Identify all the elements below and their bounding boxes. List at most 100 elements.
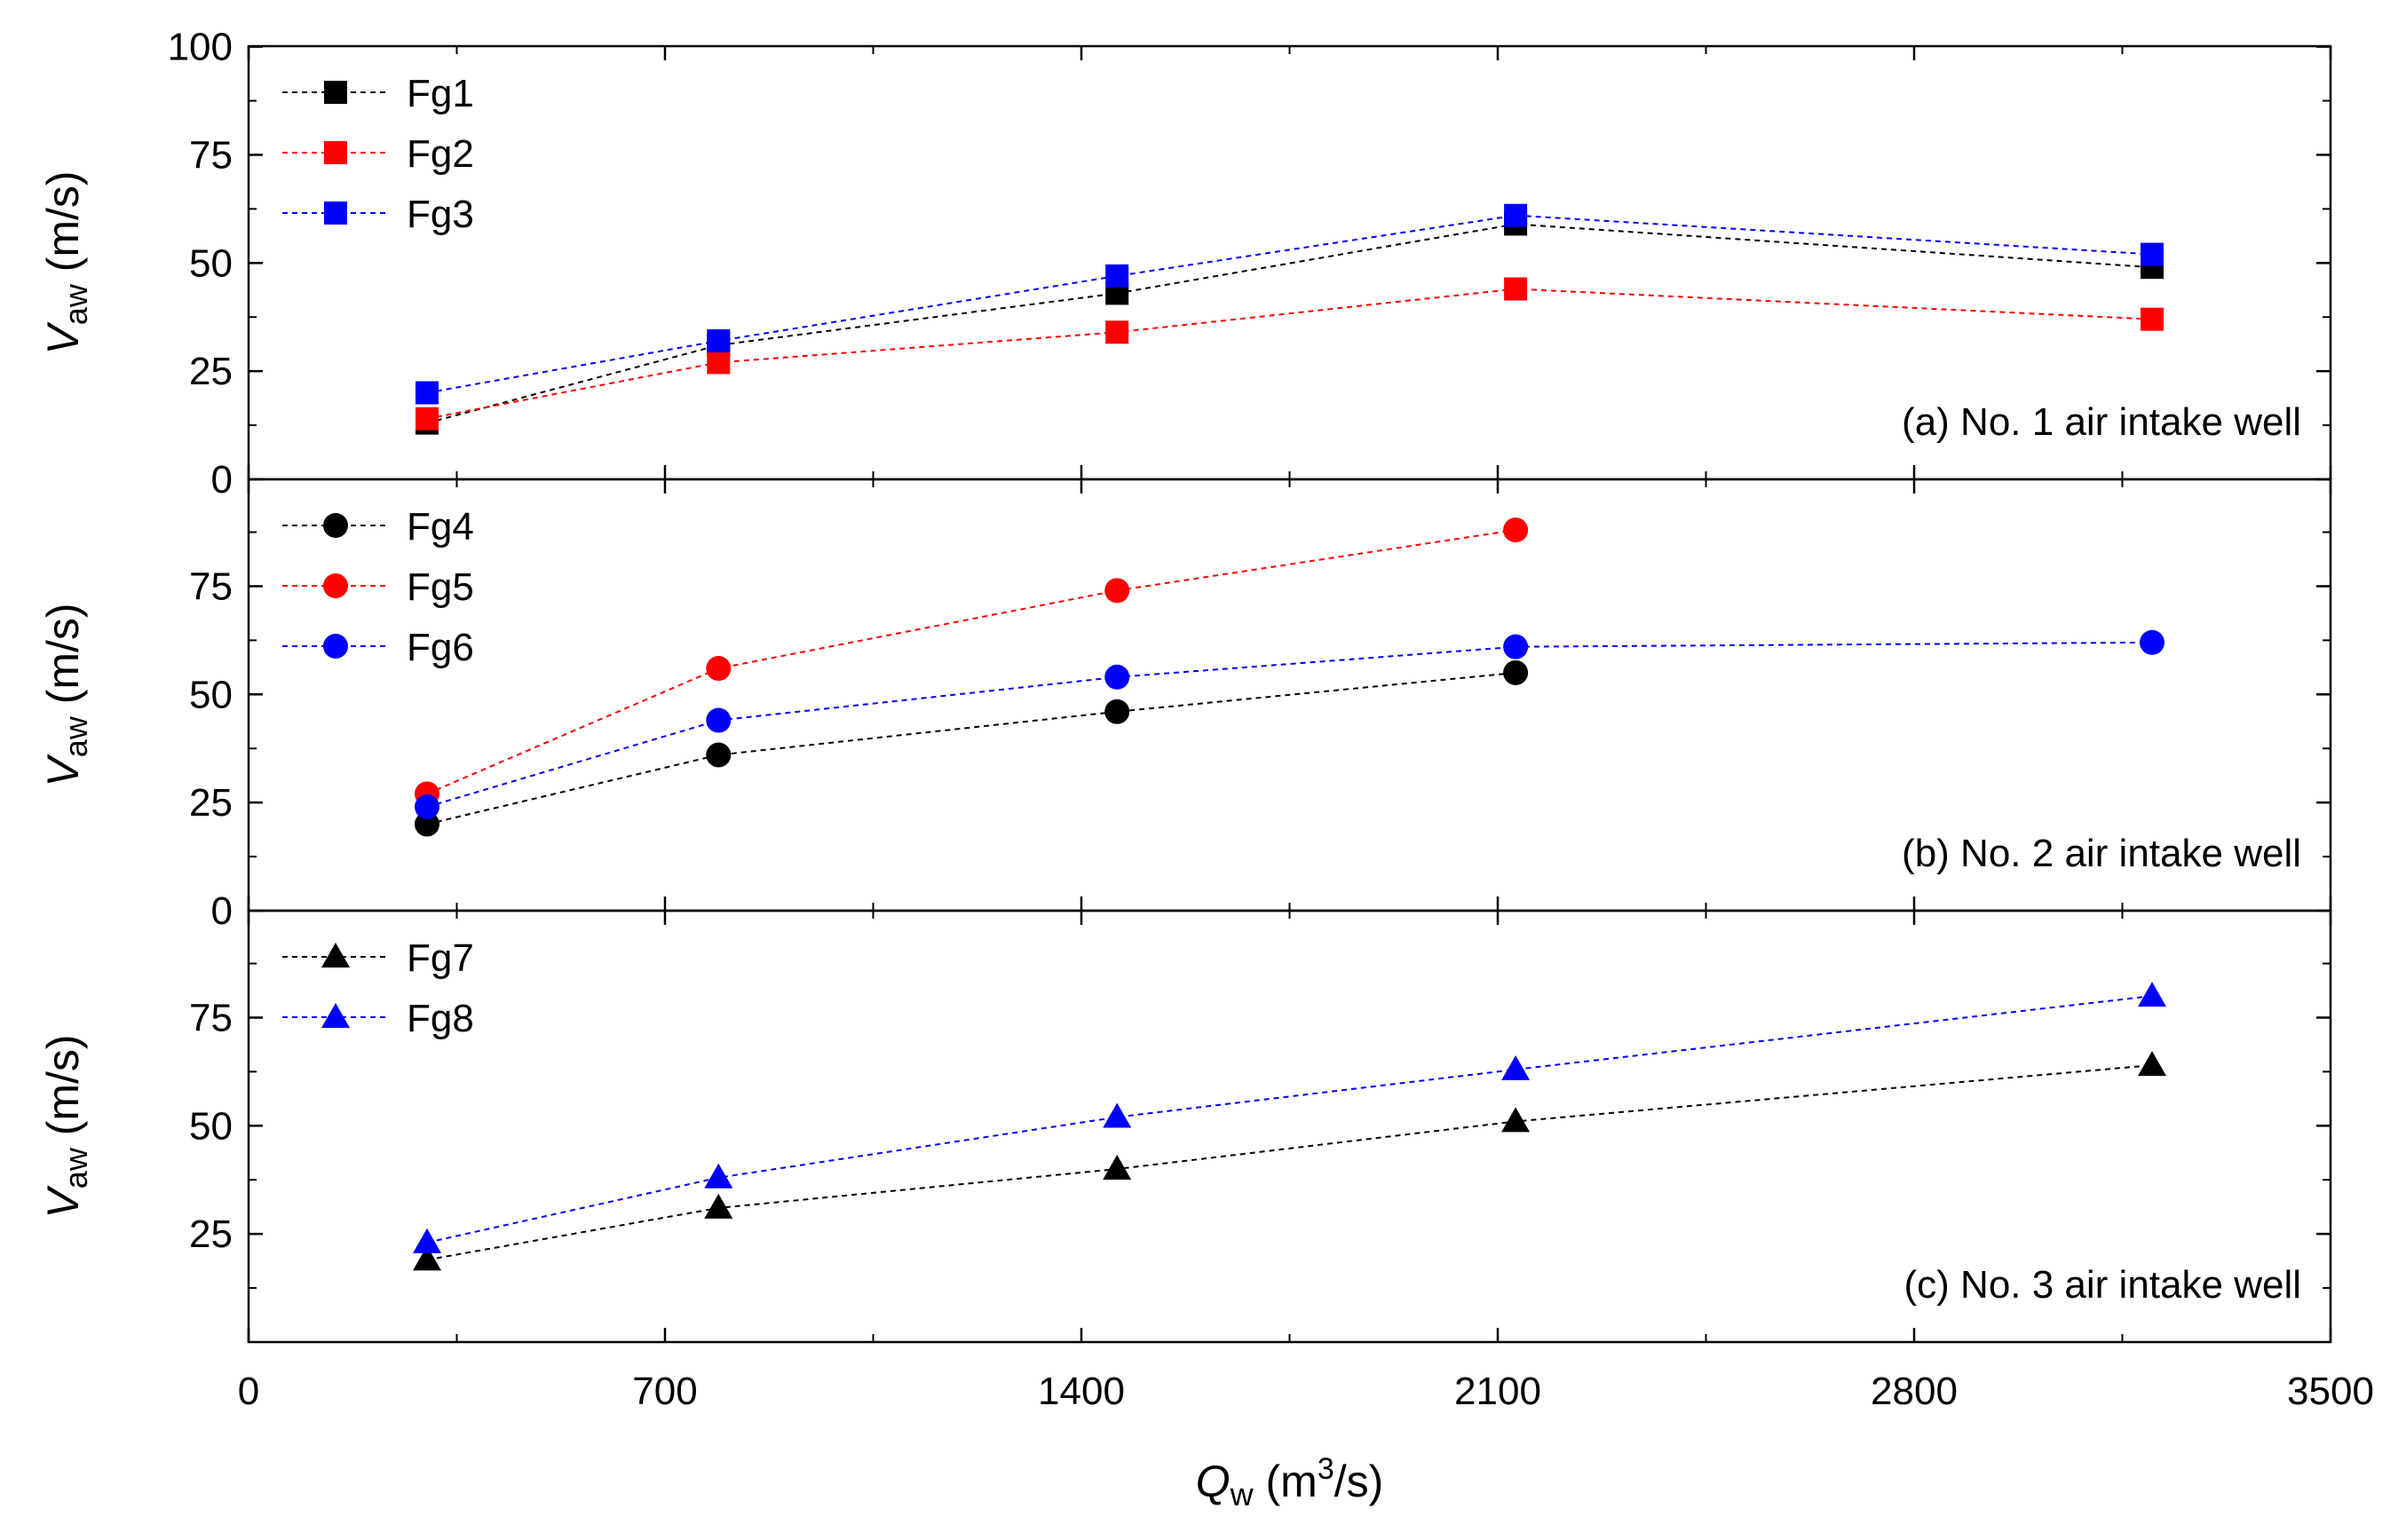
series-fg3 <box>416 203 2164 405</box>
legend-marker <box>323 573 348 598</box>
x-tick-label: 0 <box>238 1370 259 1413</box>
legend-label: Fg7 <box>407 936 474 980</box>
series-line <box>426 995 2153 1244</box>
y-axis-label: Vaw (m/s) <box>38 170 94 354</box>
y-axis-label: Vaw (m/s) <box>38 603 94 786</box>
x-tick-label: 700 <box>632 1370 697 1413</box>
x-tick-label: 1400 <box>1038 1370 1125 1413</box>
data-point <box>707 329 731 353</box>
data-point <box>1501 1054 1531 1080</box>
y-axis-label-subscript: aw <box>58 715 94 757</box>
data-point <box>1103 1102 1132 1128</box>
data-point <box>415 811 439 837</box>
data-point <box>413 1228 441 1253</box>
x-tick-label: 3500 <box>2287 1370 2374 1413</box>
data-point <box>2138 982 2166 1007</box>
chart-panel-1: 0 25 50 75 100 Vaw (m/s) Fg1 Fg2 Fg3 (a) No. 1 ai… <box>38 26 2332 501</box>
y-axis: 25 50 75 <box>189 962 2331 1290</box>
data-point <box>706 742 732 768</box>
y-axis-label-unit: (m/s) <box>38 603 88 716</box>
series-fg6 <box>415 629 2165 820</box>
series-fg8 <box>413 982 2166 1253</box>
y-tick-label: 75 <box>189 565 233 608</box>
y-axis-label-subscript: aw <box>58 1147 94 1189</box>
data-point <box>1104 699 1130 724</box>
data-point <box>1503 517 1529 543</box>
data-point <box>1104 664 1130 690</box>
panel-label: (b) No. 2 air intake well <box>1902 832 2301 875</box>
x-tick-label: 2800 <box>1871 1370 1958 1413</box>
panels: 0 25 50 75 100 Vaw (m/s) Fg1 Fg2 Fg3 (a) No. 1 ai… <box>38 26 2332 1344</box>
y-axis-label: Vaw (m/s) <box>38 1034 94 1218</box>
data-point <box>1105 320 1129 344</box>
data-point <box>2141 242 2164 266</box>
y-tick-label: 25 <box>189 350 233 393</box>
legend-marker <box>321 943 350 967</box>
legend-label: Fg1 <box>407 72 474 115</box>
legend-label: Fg6 <box>407 626 474 669</box>
data-point <box>1104 578 1130 604</box>
data-point <box>1504 203 1528 227</box>
y-axis-label-unit: (m/s) <box>38 1034 88 1148</box>
data-point <box>416 407 439 430</box>
y-axis-label-symbol: V <box>38 754 88 787</box>
series-line <box>426 641 2153 808</box>
y-axis-label-symbol: V <box>38 1185 88 1219</box>
y-tick-label: 0 <box>211 458 233 501</box>
data-point <box>1503 634 1529 659</box>
data-point <box>706 656 732 682</box>
x-axis-label-symbol: Q <box>1196 1457 1231 1506</box>
x-axis-label: Qw (m3/s) <box>1196 1452 1384 1512</box>
legend-marker <box>323 513 348 538</box>
legend-label: Fg8 <box>407 997 474 1040</box>
x-axis-label-subscript: w <box>1230 1476 1254 1512</box>
data-point <box>704 1193 733 1219</box>
data-point <box>416 381 439 405</box>
data-point <box>1503 659 1529 685</box>
data-point <box>413 1245 441 1271</box>
data-point <box>1504 277 1528 301</box>
y-tick-label: 0 <box>211 889 233 933</box>
legend-marker <box>321 1003 350 1028</box>
y-tick-label: 50 <box>189 673 233 716</box>
x-tick-label: 2100 <box>1454 1370 1541 1413</box>
legend-label: Fg2 <box>407 132 474 176</box>
y-axis: 0 25 50 75 100 <box>168 26 2331 501</box>
series-fg4 <box>415 659 1529 837</box>
series-fg5 <box>415 517 1529 807</box>
series-line <box>426 223 2153 424</box>
series-line <box>426 214 2153 394</box>
legend-marker <box>324 81 347 104</box>
y-axis: 0 25 50 75 <box>189 531 2331 933</box>
data-point <box>707 351 731 375</box>
y-tick-label: 75 <box>189 996 233 1039</box>
data-point <box>1103 1155 1132 1181</box>
x-axis-label-superscript: 3 <box>1318 1452 1334 1486</box>
y-tick-label: 50 <box>189 241 233 285</box>
y-tick-label: 75 <box>189 133 233 177</box>
data-point <box>704 1163 733 1189</box>
series-fg2 <box>416 277 2164 430</box>
data-point <box>1105 264 1129 288</box>
data-point <box>2140 629 2165 655</box>
y-tick-label: 50 <box>189 1104 233 1148</box>
data-point <box>415 794 439 820</box>
data-point <box>706 707 732 733</box>
legend: Fg4 Fg5 Fg6 <box>282 505 474 669</box>
series-line <box>426 671 1516 825</box>
y-axis-label-subscript: aw <box>58 283 94 325</box>
legend-label: Fg4 <box>407 505 474 549</box>
series-line <box>426 529 1516 795</box>
chart-panel-2: 0 25 50 75 Vaw (m/s) Fg4 Fg5 Fg6 (b) No. 2 air i… <box>38 478 2332 933</box>
data-point <box>1501 1107 1531 1133</box>
y-tick-label: 25 <box>189 781 233 825</box>
panel-label: (c) No. 3 air intake well <box>1904 1263 2301 1307</box>
y-axis-label-symbol: V <box>38 321 88 355</box>
legend-label: Fg3 <box>407 193 474 236</box>
y-axis-label-unit: (m/s) <box>38 170 88 284</box>
data-point <box>2141 307 2164 331</box>
series-fg7 <box>413 1051 2166 1271</box>
series-line <box>426 1064 2153 1261</box>
